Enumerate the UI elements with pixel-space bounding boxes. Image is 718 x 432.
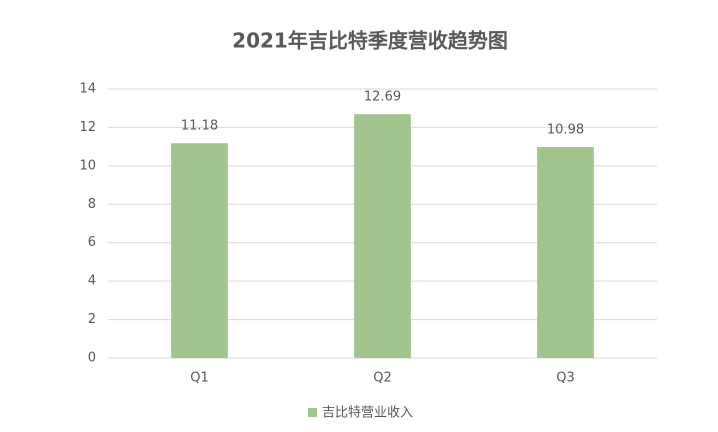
data-label: 11.18 <box>181 119 218 134</box>
bar <box>354 114 411 358</box>
y-tick-label: 14 <box>79 82 96 97</box>
y-tick-label: 12 <box>79 120 96 135</box>
chart-title: 2021年吉比特季度营收趋势图 <box>232 29 508 53</box>
y-tick-label: 8 <box>88 197 96 212</box>
y-tick-label: 4 <box>88 274 96 289</box>
legend-swatch <box>308 408 317 417</box>
bar <box>537 147 594 358</box>
data-label: 12.69 <box>364 90 401 105</box>
x-tick-label: Q1 <box>190 371 209 386</box>
y-tick-label: 10 <box>79 158 96 173</box>
x-tick-label: Q3 <box>556 371 575 386</box>
y-tick-label: 2 <box>88 312 96 327</box>
y-tick-label: 0 <box>88 351 96 366</box>
legend-label: 吉比特营业收入 <box>322 406 413 421</box>
y-tick-label: 6 <box>88 235 96 250</box>
bar <box>171 143 228 358</box>
data-label: 10.98 <box>547 123 584 138</box>
x-tick-label: Q2 <box>373 371 392 386</box>
